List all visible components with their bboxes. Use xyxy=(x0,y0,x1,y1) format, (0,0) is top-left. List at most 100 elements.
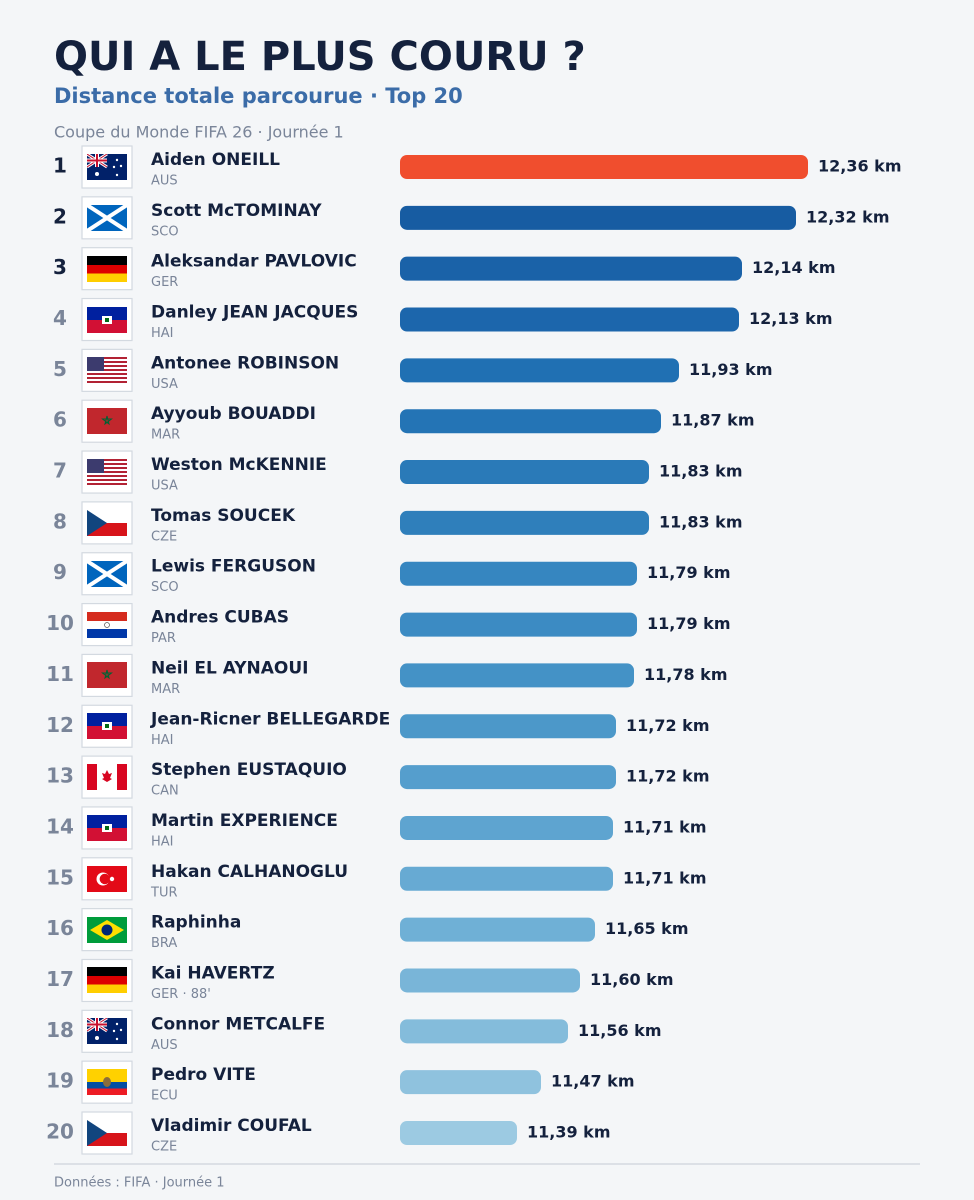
player-name: Andres CUBAS xyxy=(151,608,289,628)
bar xyxy=(400,256,742,281)
bar xyxy=(400,510,649,535)
flag xyxy=(87,713,127,739)
chart-title: QUI A LE PLUS COURU ? xyxy=(54,34,586,80)
value-label: 11,83 km xyxy=(659,462,743,481)
bar xyxy=(400,765,616,790)
flag xyxy=(87,612,127,638)
rank: 19 xyxy=(46,1069,74,1093)
player-team: HAI xyxy=(151,834,174,849)
player-name: Tomas SOUCEK xyxy=(151,506,296,526)
flag xyxy=(87,307,127,333)
rank: 6 xyxy=(53,408,67,432)
player-name: Kai HAVERTZ xyxy=(151,963,275,983)
flag xyxy=(87,917,127,943)
flag xyxy=(87,205,127,231)
value-label: 11,65 km xyxy=(605,919,689,938)
bar xyxy=(400,205,796,230)
player-name: Connor METCALFE xyxy=(151,1014,325,1034)
rank: 9 xyxy=(53,560,67,584)
bar xyxy=(400,358,679,383)
flag xyxy=(87,1120,127,1146)
player-team: BRA xyxy=(151,936,177,951)
flag xyxy=(87,408,127,434)
player-team: SCO xyxy=(151,580,179,595)
value-label: 12,36 km xyxy=(818,157,902,176)
bar xyxy=(400,561,637,586)
rank: 4 xyxy=(53,306,67,330)
value-label: 12,32 km xyxy=(806,207,890,226)
player-team: GER xyxy=(151,275,178,290)
value-label: 11,79 km xyxy=(647,563,731,582)
flag xyxy=(87,459,127,485)
bar xyxy=(400,663,634,688)
rank: 10 xyxy=(46,611,74,635)
bar xyxy=(400,968,580,993)
player-team: GER · 88' xyxy=(151,987,211,1002)
player-name: Martin EXPERIENCE xyxy=(151,811,338,831)
rank: 1 xyxy=(53,154,67,178)
flag xyxy=(87,510,127,536)
flag xyxy=(87,154,127,180)
bar xyxy=(400,1070,541,1095)
bar xyxy=(400,714,616,739)
source: Données : FIFA · Journée 1 xyxy=(54,1176,225,1191)
player-name: Hakan CALHANOGLU xyxy=(151,862,348,882)
value-label: 11,72 km xyxy=(626,767,710,786)
bar xyxy=(400,307,739,332)
player-name: Danley JEAN JACQUES xyxy=(151,303,358,323)
player-team: CZE xyxy=(151,529,177,544)
rank: 8 xyxy=(53,509,67,533)
rank: 15 xyxy=(46,865,74,889)
value-label: 11,60 km xyxy=(590,970,674,989)
value-label: 12,14 km xyxy=(752,258,836,277)
player-name: Raphinha xyxy=(151,913,241,933)
rank: 13 xyxy=(46,764,74,788)
player-name: Aleksandar PAVLOVIC xyxy=(151,252,357,272)
flag xyxy=(87,967,127,993)
rank: 11 xyxy=(46,662,74,686)
rank: 17 xyxy=(46,967,74,991)
player-team: HAI xyxy=(151,326,174,341)
flag xyxy=(87,256,127,282)
value-label: 12,13 km xyxy=(749,309,833,328)
bar xyxy=(400,155,808,179)
flag xyxy=(87,662,127,688)
value-label: 11,56 km xyxy=(578,1021,662,1040)
player-name: Ayyoub BOUADDI xyxy=(151,404,316,424)
flag xyxy=(87,1018,127,1044)
rank: 16 xyxy=(46,916,74,940)
flag xyxy=(87,866,127,892)
flag xyxy=(87,561,127,587)
player-team: CAN xyxy=(151,784,179,799)
value-label: 11,39 km xyxy=(527,1123,611,1142)
flag xyxy=(87,357,127,383)
player-name: Aiden ONEILL xyxy=(151,150,280,170)
bar xyxy=(400,460,649,485)
flag xyxy=(87,1069,127,1095)
bar xyxy=(400,866,613,891)
player-name: Vladimir COUFAL xyxy=(151,1116,312,1136)
player-team: USA xyxy=(151,377,178,392)
value-label: 11,47 km xyxy=(551,1072,635,1091)
context: Coupe du Monde FIFA 26 · Journée 1 xyxy=(54,123,344,142)
player-team: HAI xyxy=(151,733,174,748)
flag xyxy=(87,815,127,841)
player-team: ECU xyxy=(151,1089,178,1104)
player-team: TUR xyxy=(150,885,178,900)
rows: 1 Aiden ONEILL AUS 12,36 km 2 Scott McTOMINAY… xyxy=(46,145,902,1155)
bar xyxy=(400,1019,568,1044)
player-team: AUS xyxy=(151,174,178,189)
player-team: SCO xyxy=(151,224,179,239)
value-label: 11,93 km xyxy=(689,360,773,379)
rank: 18 xyxy=(46,1018,74,1042)
flag xyxy=(87,764,127,790)
bar xyxy=(400,1121,517,1145)
bar xyxy=(400,815,613,840)
rank: 5 xyxy=(53,357,67,381)
value-label: 11,79 km xyxy=(647,614,731,633)
player-team: USA xyxy=(151,479,178,494)
value-label: 11,78 km xyxy=(644,665,728,684)
player-name: Antonee ROBINSON xyxy=(151,353,339,373)
value-label: 11,72 km xyxy=(626,716,710,735)
